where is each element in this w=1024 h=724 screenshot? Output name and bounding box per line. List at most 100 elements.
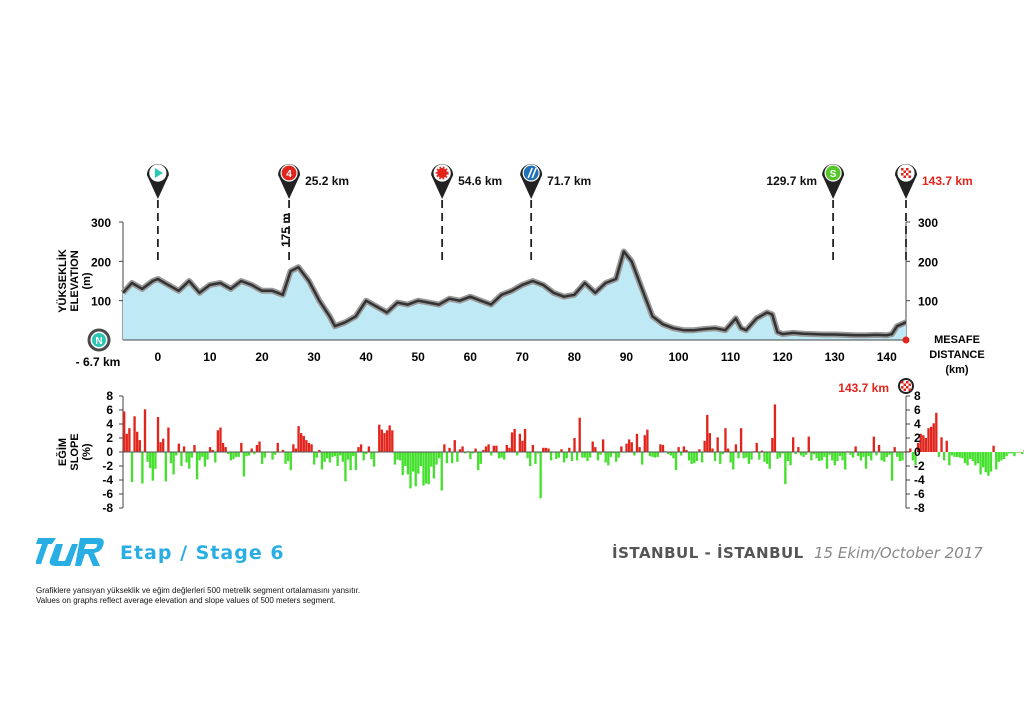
- slope-bar: [661, 445, 665, 452]
- slope-bar: [513, 428, 516, 452]
- slope-bar: [250, 448, 253, 452]
- feed-icon-stroke: [531, 167, 537, 179]
- slope-bar: [414, 452, 417, 487]
- slope-bar: [549, 452, 553, 461]
- slope-bar: [341, 452, 344, 462]
- neutral-start-dot: [92, 333, 106, 347]
- slope-bar: [500, 452, 503, 458]
- slope-bar: [979, 452, 982, 475]
- slope-bar: [427, 452, 430, 485]
- slope-bar: [125, 433, 128, 452]
- slope-bar: [302, 435, 305, 452]
- slope-bar: [518, 433, 521, 452]
- slope-bar: [583, 452, 587, 458]
- slope-bar: [940, 437, 943, 452]
- elevation-axis-label: YÜKSEKLİK ELEVATION (m): [56, 249, 93, 313]
- slope-bar: [971, 452, 974, 462]
- slope-bar: [175, 452, 178, 456]
- slope-bar: [190, 452, 194, 458]
- slope-bar: [523, 428, 527, 452]
- slope-bar: [864, 452, 868, 469]
- slope-bar: [713, 452, 717, 462]
- slope-bar: [625, 443, 628, 452]
- slope-bar: [352, 452, 355, 457]
- slope-bar: [739, 428, 743, 452]
- slope-bar: [359, 444, 363, 452]
- slope-bar: [333, 452, 337, 457]
- slope-bar: [578, 417, 581, 452]
- slope-bar: [828, 452, 831, 455]
- slope-bar: [974, 452, 977, 466]
- slope-bar: [594, 447, 597, 452]
- slope-bar: [601, 439, 605, 452]
- slope-bar: [588, 452, 592, 458]
- elevation-tick-label: 300: [918, 216, 938, 230]
- slope-bar: [669, 452, 672, 456]
- slope-bar: [771, 438, 774, 452]
- slope-bar: [984, 452, 987, 473]
- category-4-climb-icon: [280, 164, 298, 182]
- slope-bar: [271, 452, 274, 460]
- slope-bar: [708, 433, 712, 452]
- elevation-label-unit: (m): [81, 272, 93, 289]
- slope-bar: [404, 452, 407, 466]
- peak-elevation-label: 175 m: [279, 213, 293, 247]
- slope-bar: [570, 452, 574, 462]
- slope-bar: [773, 404, 777, 452]
- slope-bar: [724, 428, 727, 452]
- slope-bar: [388, 425, 391, 452]
- slope-bar: [781, 452, 784, 454]
- slope-bar: [195, 452, 199, 480]
- slope-bar: [224, 447, 227, 452]
- slope-bar: [529, 452, 532, 466]
- slope-bar: [484, 446, 488, 452]
- slope-flag-check: [906, 386, 909, 389]
- slope-bar: [1002, 452, 1006, 459]
- distance-tick-label: 110: [721, 350, 741, 364]
- slope-bar: [534, 452, 537, 464]
- marker-km-label: 71.7 km: [547, 174, 591, 188]
- slope-bar: [482, 449, 485, 452]
- slope-bar: [536, 452, 540, 454]
- slope-bar: [573, 438, 576, 452]
- slope-bar: [151, 452, 154, 481]
- slope-bar: [815, 452, 818, 459]
- slope-tick-label: -4: [102, 473, 113, 487]
- slope-bar: [432, 452, 436, 479]
- slope-bar: [995, 452, 998, 470]
- peak-label-group: 175 m: [279, 213, 293, 247]
- slope-bar: [784, 452, 787, 485]
- marker-km-label: 143.7 km: [922, 174, 973, 188]
- slope-bar: [643, 435, 646, 452]
- slope-flag-check: [903, 388, 906, 391]
- slope-bar: [346, 452, 350, 460]
- slope-bar: [422, 452, 425, 486]
- slope-bar: [831, 452, 834, 461]
- slope-bar: [396, 452, 399, 460]
- slope-bar: [890, 452, 894, 481]
- slope-bar: [612, 452, 615, 454]
- slope-bar: [383, 433, 386, 452]
- route-markers: 4 25.2 km 54.6 km 71.7 km S 129.7 km 143.7 km: [146, 164, 973, 265]
- slope-bar: [526, 452, 529, 459]
- slope-bar: [844, 452, 847, 470]
- slope-bar: [929, 426, 933, 452]
- slope-bar: [617, 452, 620, 458]
- slope-bar: [641, 452, 644, 465]
- slope-bar: [284, 452, 287, 464]
- slope-bar: [896, 452, 899, 457]
- slope-bar: [924, 438, 928, 452]
- slope-bar: [242, 452, 246, 477]
- slope-bar: [690, 452, 693, 464]
- slope-tick-label: 8: [106, 389, 113, 403]
- slope-bar: [227, 452, 230, 455]
- slope-bar: [542, 447, 545, 452]
- slope-bar: [300, 433, 303, 452]
- slope-bar: [544, 447, 548, 452]
- slope-bar: [456, 452, 459, 462]
- slope-bar: [721, 452, 725, 455]
- slope-bar: [966, 452, 969, 466]
- elevation-panel: 100 100 200 200 300 300 0 10 20 30 40 50 60 70 80 90 100…: [56, 213, 985, 376]
- slope-bar: [698, 449, 701, 452]
